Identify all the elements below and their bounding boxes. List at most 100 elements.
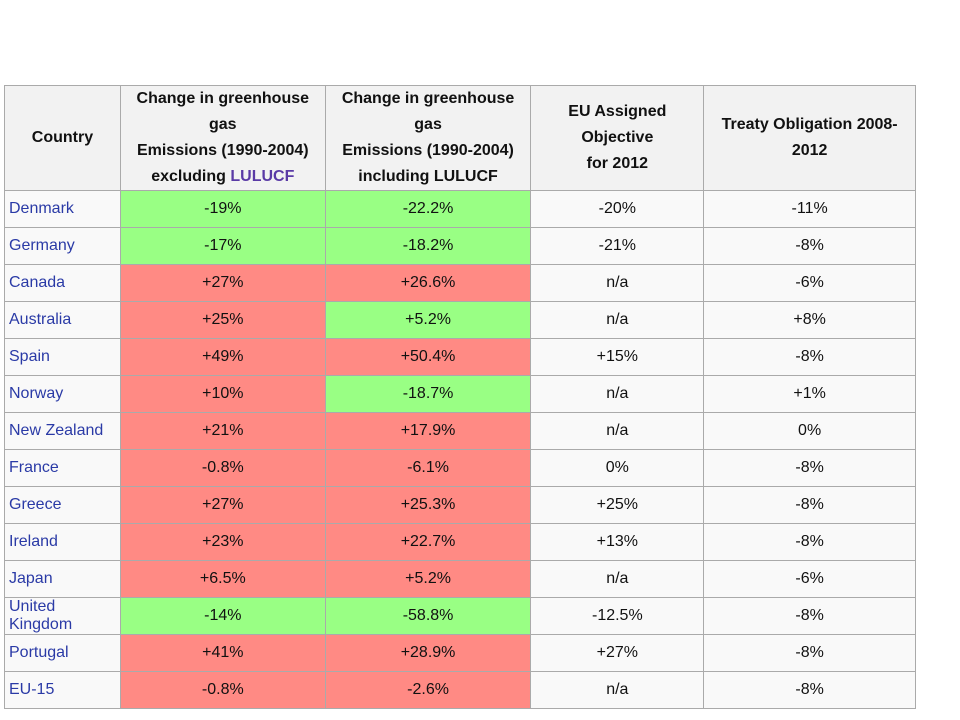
eu-objective-cell: n/a [530,412,705,450]
change-including-cell: -18.7% [324,375,532,413]
table-header: Country Change in greenhouse gas Emissio… [4,85,916,191]
change-including-cell: +28.9% [324,634,532,672]
treaty-obligation-cell: -8% [703,338,916,376]
change-including-cell: -58.8% [324,597,532,635]
country-link[interactable]: New Zealand [4,412,121,450]
change-excluding-cell: -0.8% [119,449,326,487]
table-body: Denmark -19% -22.2% -20% -11% Germany -17% -18.… [4,190,916,709]
table-row: New Zealand +21% +17.9% n/a 0% [4,412,916,450]
change-excluding-cell: +27% [119,264,326,302]
treaty-obligation-cell: 0% [703,412,916,450]
change-excluding-cell: +27% [119,486,326,524]
eu-objective-cell: +25% [530,486,705,524]
change-including-cell: -18.2% [324,227,532,265]
header-incl-line2: Emissions (1990-2004) [342,142,514,159]
treaty-obligation-cell: -6% [703,264,916,302]
table-row: France -0.8% -6.1% 0% -8% [4,449,916,487]
country-link[interactable]: France [4,449,121,487]
table-row: Spain +49% +50.4% +15% -8% [4,338,916,376]
change-including-cell: +50.4% [324,338,532,376]
treaty-obligation-cell: -8% [703,671,916,709]
treaty-obligation-cell: -6% [703,560,916,598]
country-link[interactable]: Germany [4,227,121,265]
country-link[interactable]: Ireland [4,523,121,561]
eu-objective-cell: n/a [530,301,705,339]
treaty-obligation-cell: +8% [703,301,916,339]
change-excluding-cell: +21% [119,412,326,450]
table-row: EU-15 -0.8% -2.6% n/a -8% [4,671,916,709]
header-change-excluding-lulucf: Change in greenhouse gas Emissions (1990… [119,85,326,191]
table-row: United Kingdom -14% -58.8% -12.5% -8% [4,597,916,635]
change-including-cell: +17.9% [324,412,532,450]
change-excluding-cell: -14% [119,597,326,635]
header-eu-line2: for 2012 [586,155,649,172]
treaty-obligation-cell: -11% [703,190,916,228]
table-row: Norway +10% -18.7% n/a +1% [4,375,916,413]
change-including-cell: -22.2% [324,190,532,228]
change-excluding-cell: +41% [119,634,326,672]
change-including-cell: +5.2% [324,301,532,339]
country-link[interactable]: EU-15 [4,671,121,709]
change-including-cell: +5.2% [324,560,532,598]
treaty-obligation-cell: -8% [703,634,916,672]
eu-objective-cell: n/a [530,671,705,709]
table-row: Germany -17% -18.2% -21% -8% [4,227,916,265]
change-excluding-cell: +23% [119,523,326,561]
lulucf-link[interactable]: LULUCF [230,168,295,185]
treaty-obligation-cell: -8% [703,227,916,265]
country-link[interactable]: Canada [4,264,121,302]
eu-objective-cell: +13% [530,523,705,561]
change-including-cell: +25.3% [324,486,532,524]
header-incl-line1: Change in greenhouse gas [341,90,515,133]
header-excl-line3: excluding LULUCF [125,164,321,190]
header-eu-objective: EU Assigned Objective for 2012 [530,85,705,191]
change-including-cell: -2.6% [324,671,532,709]
change-excluding-cell: +49% [119,338,326,376]
table-row: Denmark -19% -22.2% -20% -11% [4,190,916,228]
header-country: Country [4,85,121,191]
treaty-obligation-cell: -8% [703,449,916,487]
country-link[interactable]: Spain [4,338,121,376]
change-excluding-cell: -17% [119,227,326,265]
country-link[interactable]: Japan [4,560,121,598]
eu-objective-cell: -20% [530,190,705,228]
change-excluding-cell: -19% [119,190,326,228]
eu-objective-cell: +15% [530,338,705,376]
treaty-obligation-cell: +1% [703,375,916,413]
header-change-including-lulucf: Change in greenhouse gas Emissions (1990… [324,85,532,191]
country-link[interactable]: Australia [4,301,121,339]
treaty-obligation-cell: -8% [703,486,916,524]
change-including-cell: -6.1% [324,449,532,487]
table-row: Portugal +41% +28.9% +27% -8% [4,634,916,672]
country-link[interactable]: Greece [4,486,121,524]
eu-objective-cell: n/a [530,264,705,302]
change-excluding-cell: +25% [119,301,326,339]
eu-objective-cell: 0% [530,449,705,487]
change-including-cell: +26.6% [324,264,532,302]
treaty-obligation-cell: -8% [703,597,916,635]
eu-objective-cell: -12.5% [530,597,705,635]
header-row: Country Change in greenhouse gas Emissio… [4,85,916,191]
header-excl-line1: Change in greenhouse gas [136,90,310,133]
header-excl-prefix: excluding [151,168,231,185]
country-link[interactable]: United Kingdom [4,597,121,635]
table-row: Japan +6.5% +5.2% n/a -6% [4,560,916,598]
header-eu-line1: EU Assigned Objective [568,103,667,146]
eu-objective-cell: -21% [530,227,705,265]
eu-objective-cell: n/a [530,560,705,598]
emissions-table: Country Change in greenhouse gas Emissio… [4,85,916,709]
eu-objective-cell: n/a [530,375,705,413]
country-link[interactable]: Denmark [4,190,121,228]
table-row: Australia +25% +5.2% n/a +8% [4,301,916,339]
eu-objective-cell: +27% [530,634,705,672]
country-link[interactable]: Portugal [4,634,121,672]
change-excluding-cell: -0.8% [119,671,326,709]
table-row: Canada +27% +26.6% n/a -6% [4,264,916,302]
header-treaty-obligation: Treaty Obligation 2008-2012 [703,85,916,191]
change-including-cell: +22.7% [324,523,532,561]
header-excl-line2: Emissions (1990-2004) [136,142,309,159]
change-excluding-cell: +6.5% [119,560,326,598]
table-row: Ireland +23% +22.7% +13% -8% [4,523,916,561]
country-link[interactable]: Norway [4,375,121,413]
